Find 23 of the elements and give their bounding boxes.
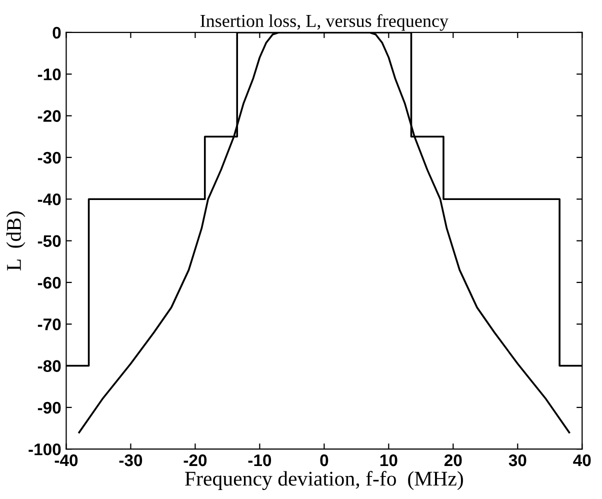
y-axis-title: L (dB)	[6, 211, 26, 270]
y-tick-label: -20	[38, 110, 61, 122]
x-tick-label: 20	[444, 454, 462, 466]
x-axis-title: Frequency deviation, f-fo (MHz)	[185, 470, 463, 490]
y-tick-label: -80	[38, 360, 61, 372]
y-tick-label: -70	[38, 318, 61, 330]
y-tick-label: -40	[38, 194, 61, 206]
x-tick-label: 10	[380, 454, 398, 466]
chart-title: Insertion loss, L, versus frequency	[200, 14, 448, 31]
y-tick-label: -30	[38, 152, 61, 164]
y-tick-label: 0	[52, 26, 61, 39]
x-tick-label: 30	[508, 454, 526, 466]
y-tick-label: -90	[38, 402, 61, 414]
x-tick-label: -30	[119, 454, 142, 466]
x-tick-label: -10	[248, 454, 272, 466]
y-tick-label: -10	[38, 68, 61, 80]
x-tick-label: 0	[320, 454, 328, 466]
x-tick-label: -20	[184, 454, 207, 466]
y-tick-label: -100	[28, 444, 61, 456]
y-tick-label: -50	[38, 235, 61, 247]
x-tick-label: -40	[54, 454, 78, 466]
y-tick-label: -60	[38, 276, 61, 289]
x-tick-label: 40	[573, 454, 591, 466]
